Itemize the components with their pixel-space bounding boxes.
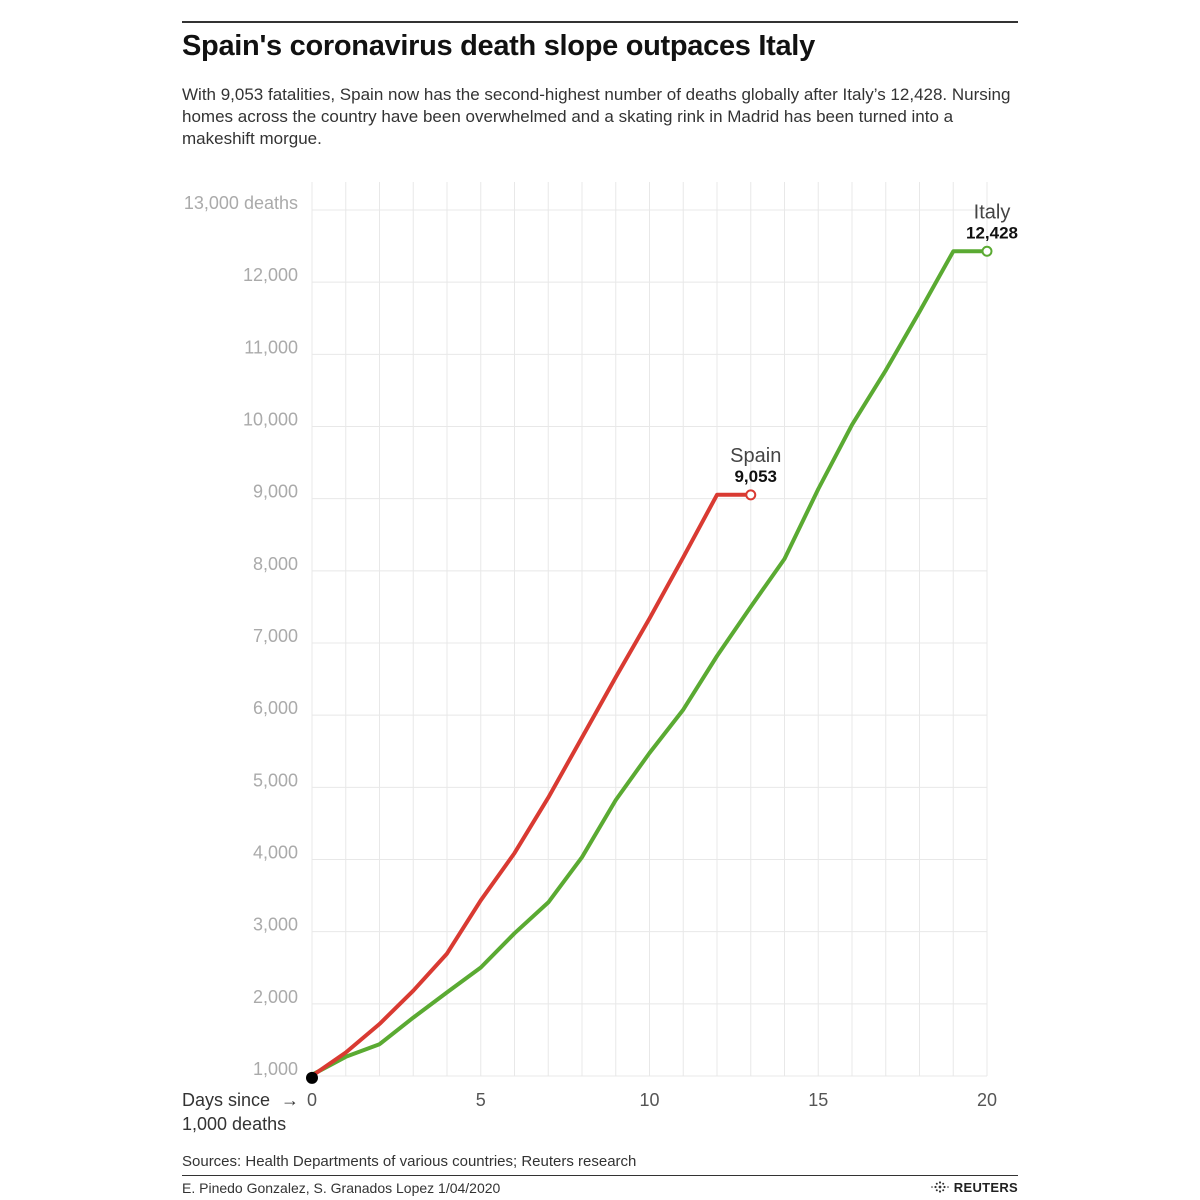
y-tick-label: 10,000: [243, 410, 298, 430]
x-axis-title-line2: 1,000 deaths: [182, 1114, 287, 1134]
x-axis-arrow: →: [281, 1090, 300, 1110]
y-tick-label: 4,000: [253, 843, 298, 863]
chart-title: Spain's coronavirus death slope outpaces…: [182, 30, 815, 62]
end-point-italy: [981, 245, 993, 257]
reuters-logo: REUTERS: [930, 1179, 1018, 1195]
series-line-italy: [310, 249, 989, 1077]
series-value-label-italy: 12,428: [966, 223, 1018, 242]
top-rule: [182, 21, 1018, 23]
x-tick-label: 0: [307, 1090, 317, 1110]
chart-subtitle: With 9,053 fatalities, Spain now has the…: [182, 85, 1011, 148]
x-axis-title: Days since → 1,000 deaths: [182, 1088, 299, 1136]
reuters-logo-icon: [930, 1181, 949, 1193]
y-tick-label: 7,000: [253, 626, 298, 646]
y-tick-label: 11,000: [244, 337, 298, 357]
x-tick-label: 10: [639, 1090, 659, 1110]
y-tick-label: 6,000: [253, 698, 298, 718]
y-axis-ticks: 1,000 2,000 3,000 4,000 5,000 6,000 7,000 8,000…: [184, 193, 298, 1079]
series-name-label-italy: Italy: [974, 201, 1011, 223]
grid: [311, 182, 988, 1077]
y-tick-label: 13,000 deaths: [184, 193, 298, 213]
credit-line: E. Pinedo Gonzalez, S. Granados Lopez 1/…: [182, 1180, 501, 1196]
x-axis-ticks: 0 5 10 15 20: [307, 1090, 997, 1110]
y-tick-label: 8,000: [253, 554, 298, 574]
y-tick-label: 1,000: [253, 1059, 298, 1079]
end-point-spain: [745, 489, 757, 501]
y-tick-label: 12,000: [243, 265, 298, 285]
series-lines: [306, 245, 993, 1084]
x-tick-label: 5: [476, 1090, 486, 1110]
x-tick-label: 20: [977, 1090, 997, 1110]
y-tick-label: 5,000: [253, 770, 298, 790]
sources-note: Sources: Health Departments of various c…: [182, 1153, 637, 1170]
x-tick-label: 15: [808, 1090, 828, 1110]
start-point-marker: [306, 1071, 318, 1084]
series-name-label-spain: Spain: [730, 445, 781, 467]
bottom-rule: [182, 1175, 1018, 1176]
series-line-spain: [310, 492, 753, 1078]
reuters-logo-text: REUTERS: [953, 1179, 1018, 1195]
y-tick-label: 2,000: [253, 987, 298, 1007]
x-axis-title-line1: Days since: [182, 1090, 271, 1110]
y-tick-label: 9,000: [253, 482, 298, 502]
series-value-label-spain: 9,053: [734, 467, 777, 486]
y-tick-label: 3,000: [253, 915, 298, 935]
